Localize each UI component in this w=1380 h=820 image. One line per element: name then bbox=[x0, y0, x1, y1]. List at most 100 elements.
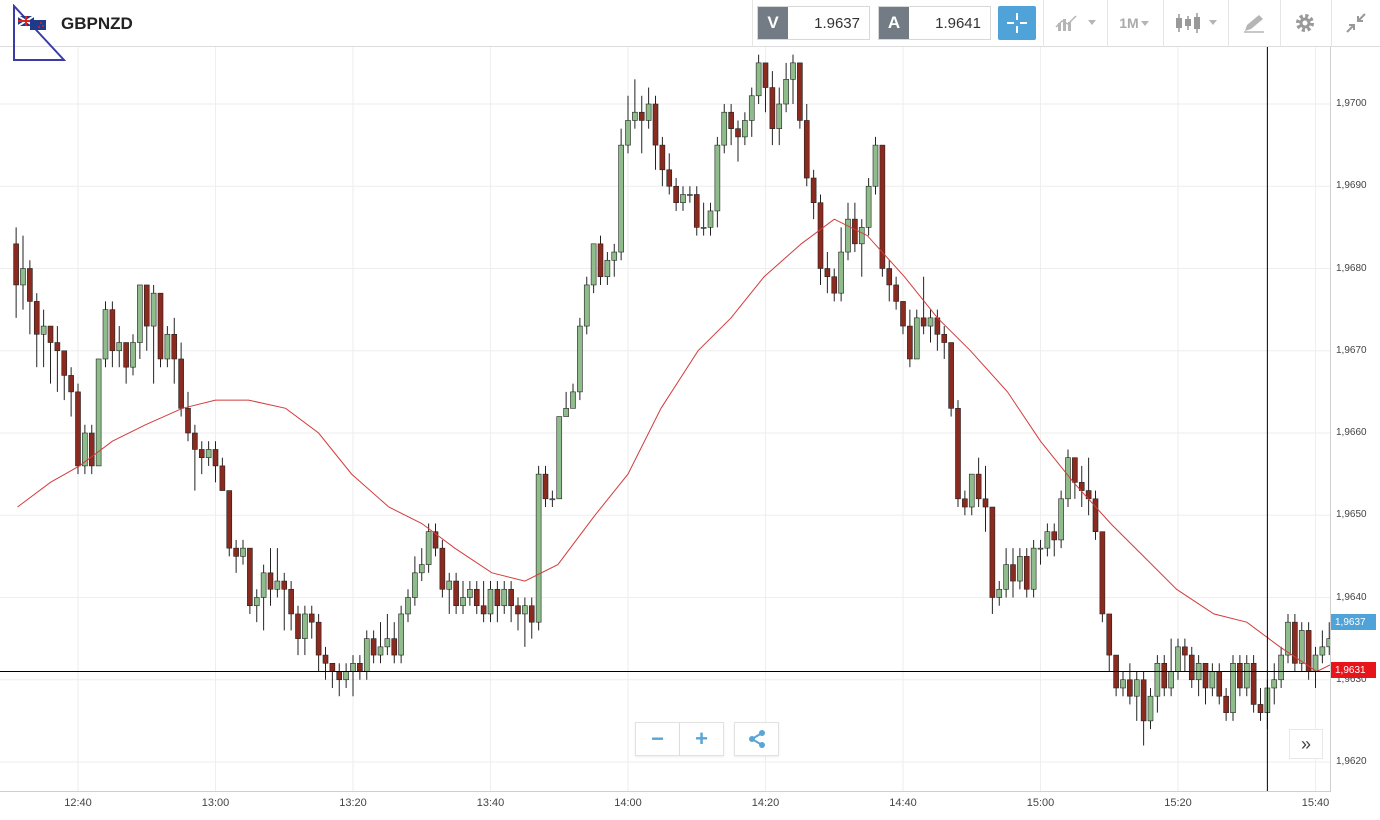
bearish-candle bbox=[336, 671, 343, 681]
share-button[interactable] bbox=[734, 722, 779, 756]
bullish-candle bbox=[82, 432, 88, 467]
bullish-candle bbox=[583, 284, 590, 327]
bearish-candle bbox=[515, 605, 521, 615]
bearish-candle bbox=[88, 432, 95, 467]
collapse-button[interactable] bbox=[1338, 6, 1374, 40]
bullish-candle bbox=[398, 613, 404, 656]
settings-button[interactable] bbox=[1287, 6, 1323, 40]
bearish-candle bbox=[735, 128, 741, 138]
scroll-to-latest-button[interactable]: » bbox=[1289, 729, 1323, 759]
collapse-arrows-icon bbox=[1346, 13, 1366, 33]
bullish-candle bbox=[783, 79, 789, 105]
bearish-candle bbox=[295, 613, 301, 639]
buy-price-box[interactable]: A 1.9641 bbox=[878, 6, 991, 40]
bearish-candle bbox=[920, 317, 927, 327]
bullish-candle bbox=[1278, 654, 1284, 681]
crosshair-button[interactable] bbox=[998, 6, 1036, 40]
bullish-candle bbox=[1030, 547, 1037, 590]
price-tick-label: 1,9660 bbox=[1336, 427, 1367, 438]
zoom-controls: − + bbox=[635, 722, 724, 756]
bullish-candle bbox=[1285, 621, 1291, 656]
bullish-candle bbox=[838, 251, 844, 294]
bearish-candle bbox=[762, 62, 769, 88]
bullish-candle bbox=[522, 605, 528, 615]
bearish-candle bbox=[1292, 621, 1298, 664]
bullish-candle bbox=[363, 638, 370, 672]
bearish-candle bbox=[109, 309, 116, 352]
bullish-candle bbox=[102, 309, 109, 360]
bearish-candle bbox=[886, 268, 893, 286]
bullish-candle bbox=[487, 588, 494, 615]
bearish-candle bbox=[219, 465, 226, 491]
bearish-candle bbox=[178, 358, 184, 409]
time-tick-label: 14:40 bbox=[889, 797, 917, 809]
toolbar-divider bbox=[752, 0, 753, 47]
bearish-candle bbox=[143, 284, 150, 327]
bearish-candle bbox=[357, 662, 363, 672]
bullish-candle bbox=[707, 210, 714, 228]
zoom-in-button[interactable]: + bbox=[680, 722, 724, 756]
bullish-candle bbox=[95, 358, 102, 467]
bullish-candle bbox=[1017, 556, 1023, 582]
bullish-candle bbox=[1003, 564, 1009, 590]
bearish-candle bbox=[638, 111, 645, 121]
sell-price-box[interactable]: V 1.9637 bbox=[757, 6, 870, 40]
bearish-candle bbox=[198, 449, 205, 458]
bearish-candle bbox=[68, 375, 74, 393]
bearish-candle bbox=[171, 333, 178, 360]
chart-type-button[interactable] bbox=[1170, 6, 1224, 40]
bullish-candle bbox=[714, 144, 721, 212]
bearish-candle bbox=[157, 292, 164, 360]
bullish-candle bbox=[645, 103, 652, 121]
bearish-candle bbox=[693, 194, 700, 228]
bullish-candle bbox=[467, 588, 473, 598]
bullish-candle bbox=[927, 317, 934, 327]
bearish-candle bbox=[61, 350, 68, 376]
bearish-candle bbox=[13, 243, 19, 286]
bearish-candle bbox=[432, 531, 439, 549]
drawing-tools-button[interactable] bbox=[1236, 6, 1272, 40]
bullish-candle bbox=[446, 580, 453, 590]
bullish-candle bbox=[625, 120, 631, 146]
price-tick-label: 1,9690 bbox=[1336, 180, 1367, 192]
bearish-candle bbox=[824, 268, 831, 278]
time-tick-label: 13:00 bbox=[201, 797, 230, 809]
bullish-candle bbox=[700, 227, 707, 229]
bearish-candle bbox=[508, 588, 514, 607]
bullish-candle bbox=[343, 671, 349, 681]
bullish-candle bbox=[1319, 646, 1326, 656]
bearish-candle bbox=[308, 613, 315, 623]
bearish-candle bbox=[810, 177, 817, 203]
gear-icon bbox=[1296, 14, 1314, 32]
bullish-candle bbox=[1230, 662, 1236, 713]
bearish-candle bbox=[1023, 556, 1030, 590]
zoom-out-button[interactable]: − bbox=[635, 722, 680, 756]
timeframe-button[interactable]: 1M bbox=[1112, 6, 1158, 40]
bullish-candle bbox=[577, 325, 583, 393]
bearish-candle bbox=[803, 120, 810, 179]
bearish-candle bbox=[666, 169, 673, 187]
toolbar-divider bbox=[1163, 0, 1164, 47]
bearish-candle bbox=[1237, 662, 1243, 689]
bearish-candle bbox=[233, 547, 239, 557]
bullish-candle bbox=[240, 547, 246, 557]
time-axis-line bbox=[0, 791, 1330, 792]
bearish-candle bbox=[1257, 704, 1264, 713]
sell-label: V bbox=[758, 7, 788, 39]
bearish-candle bbox=[391, 638, 398, 656]
bearish-candle bbox=[941, 333, 948, 343]
bullish-candle bbox=[1037, 547, 1044, 550]
bullish-candle bbox=[1058, 498, 1064, 541]
current-price-tag: 1,9637 bbox=[1331, 614, 1376, 630]
bullish-candle bbox=[137, 284, 143, 343]
bullish-candle bbox=[563, 408, 569, 417]
bearish-candle bbox=[439, 547, 446, 590]
bearish-candle bbox=[797, 62, 803, 121]
bullish-candle bbox=[556, 416, 563, 500]
candlestick-chart[interactable] bbox=[0, 47, 1330, 792]
bearish-candle bbox=[597, 243, 604, 278]
price-tick-label: 1,9680 bbox=[1336, 262, 1367, 274]
indicators-button[interactable] bbox=[1050, 6, 1102, 40]
bearish-candle bbox=[1072, 457, 1078, 483]
bullish-candle bbox=[384, 638, 391, 648]
